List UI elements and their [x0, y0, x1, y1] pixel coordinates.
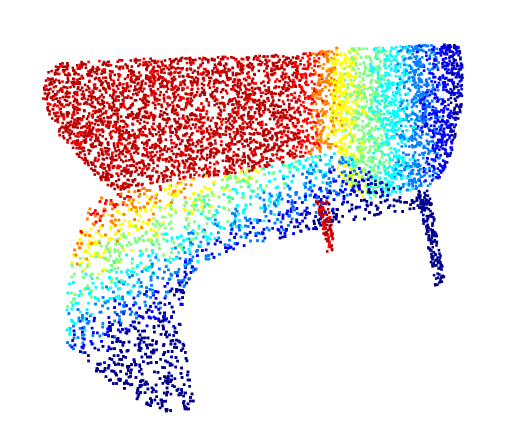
point-cloud-points: [41, 43, 464, 413]
